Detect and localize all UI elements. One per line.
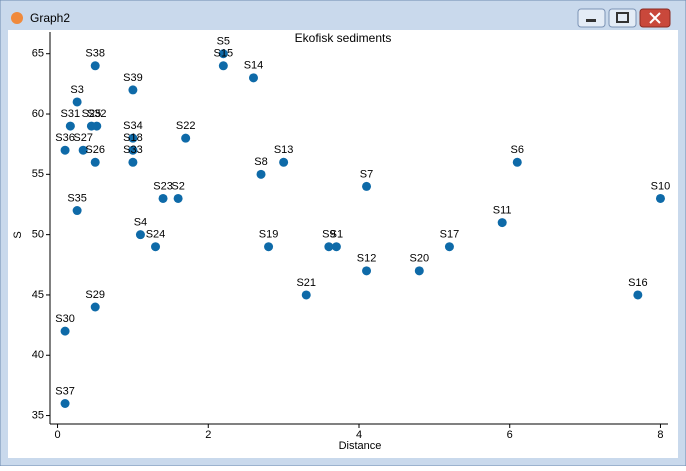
point-label: S27 xyxy=(73,132,93,144)
point xyxy=(279,157,289,167)
point xyxy=(264,242,274,252)
y-tick-label: 35 xyxy=(32,409,44,421)
point-label: S9 xyxy=(322,229,335,241)
point-label: S3 xyxy=(70,84,83,96)
close-icon xyxy=(649,12,661,24)
point-label: S6 xyxy=(511,144,524,156)
point xyxy=(60,326,70,336)
point xyxy=(331,242,341,252)
point-label: S15 xyxy=(214,48,234,60)
point xyxy=(60,398,70,408)
minimize-icon xyxy=(586,19,596,22)
x-tick-label: 2 xyxy=(205,429,211,441)
point-label: S11 xyxy=(493,204,512,216)
point xyxy=(362,266,372,276)
point xyxy=(60,145,70,155)
point xyxy=(655,193,665,203)
x-tick-label: 6 xyxy=(507,429,513,441)
point xyxy=(362,181,372,191)
x-axis-label: Distance xyxy=(339,440,382,452)
point xyxy=(512,157,522,167)
point-label: S13 xyxy=(274,144,294,156)
x-tick-label: 8 xyxy=(657,429,663,441)
point-label: S5 xyxy=(217,36,230,48)
point xyxy=(181,133,191,143)
point xyxy=(92,121,102,131)
point xyxy=(324,242,334,252)
point-label: S14 xyxy=(244,60,264,72)
point-label: S2 xyxy=(171,180,184,192)
maximize-button[interactable] xyxy=(608,8,637,28)
app-icon xyxy=(11,12,23,24)
x-tick-label: 4 xyxy=(356,429,362,441)
point xyxy=(72,97,82,107)
point xyxy=(78,145,88,155)
point xyxy=(414,266,424,276)
point-label: S35 xyxy=(67,192,87,204)
point xyxy=(218,61,228,71)
point-label: S34 xyxy=(123,120,143,132)
point-label: S12 xyxy=(357,253,377,265)
point-label: S22 xyxy=(176,120,196,132)
point-label: S36 xyxy=(55,132,75,144)
point-label: S39 xyxy=(123,72,143,84)
point xyxy=(65,121,75,131)
point xyxy=(128,85,138,95)
chart-title: Ekofisk sediments xyxy=(295,31,392,45)
window-title: Graph2 xyxy=(30,11,70,25)
point xyxy=(90,157,100,167)
point-label: S26 xyxy=(85,144,105,156)
point-label: S4 xyxy=(134,217,147,229)
point-label: S24 xyxy=(146,229,166,241)
point xyxy=(173,193,183,203)
y-tick-label: 65 xyxy=(32,48,44,60)
point xyxy=(256,169,266,179)
point-label: S8 xyxy=(254,156,267,168)
point-label: S23 xyxy=(153,180,173,192)
point xyxy=(158,193,168,203)
point-label: S30 xyxy=(55,313,75,325)
point xyxy=(135,230,145,240)
x-tick-label: 0 xyxy=(54,429,60,441)
point-label: S19 xyxy=(259,229,279,241)
y-axis-label: S xyxy=(12,231,24,238)
point-label: S1 xyxy=(330,229,343,241)
point xyxy=(128,157,138,167)
point-label: S33 xyxy=(123,144,143,156)
y-tick-label: 50 xyxy=(32,229,44,241)
point xyxy=(72,206,82,216)
point-label: S21 xyxy=(296,277,316,289)
point xyxy=(128,133,138,143)
point-label: S25 xyxy=(82,108,102,120)
point-label: S37 xyxy=(55,385,75,397)
point-label: S38 xyxy=(85,48,105,60)
y-tick-label: 45 xyxy=(32,289,44,301)
point-label: S7 xyxy=(360,168,373,180)
minimize-button[interactable] xyxy=(577,8,606,28)
y-tick-label: 40 xyxy=(32,349,44,361)
point xyxy=(633,290,643,300)
point xyxy=(218,49,228,59)
client-area xyxy=(8,30,678,458)
point-label: S17 xyxy=(440,229,460,241)
point-label: S31 xyxy=(61,108,81,120)
point xyxy=(151,242,161,252)
point-label: S20 xyxy=(410,253,430,265)
point xyxy=(90,302,100,312)
point-label: S10 xyxy=(651,180,671,192)
point xyxy=(301,290,311,300)
point xyxy=(497,218,507,228)
point-label: S18 xyxy=(123,132,143,144)
point xyxy=(248,73,258,83)
point-label: S16 xyxy=(628,277,648,289)
point xyxy=(444,242,454,252)
y-tick-label: 55 xyxy=(32,168,44,180)
point-label: S29 xyxy=(85,289,105,301)
point-label: S32 xyxy=(87,108,107,120)
point xyxy=(128,145,138,155)
maximize-icon xyxy=(616,12,629,23)
point xyxy=(90,61,100,71)
y-tick-label: 60 xyxy=(32,108,44,120)
